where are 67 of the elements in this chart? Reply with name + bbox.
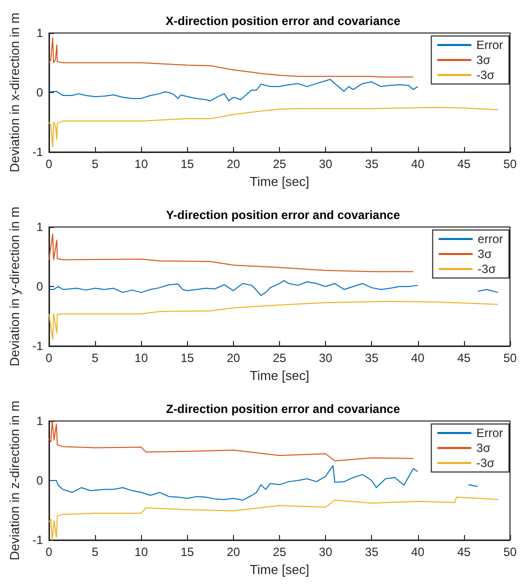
x-tick-label: 20	[226, 157, 240, 171]
y-axis-title: Deviation in x-direction in m	[7, 12, 22, 172]
x-tick-label: 5	[92, 545, 99, 559]
x-tick-label: 50	[503, 351, 517, 365]
y-tick-label: -1	[32, 339, 44, 353]
x-tick-label: 35	[365, 351, 379, 365]
x-tick-label: 40	[411, 157, 425, 171]
y-tick-label: 0	[36, 474, 44, 488]
x-tick-label: 35	[365, 157, 379, 171]
line-series	[48, 496, 499, 540]
x-tick-label: 0	[46, 545, 53, 559]
legend-label: Error	[476, 38, 504, 52]
line-series	[49, 78, 418, 102]
x-tick-label: 15	[180, 351, 194, 365]
x-tick-label: 45	[457, 545, 471, 559]
legend-label: 3σ	[476, 441, 492, 455]
y-tick-label: 1	[36, 26, 44, 40]
x-tick-label: 15	[180, 157, 194, 171]
line-series	[48, 234, 414, 272]
x-tick-label: 30	[318, 157, 333, 171]
x-tick-label: 0	[46, 351, 53, 365]
x-tick-label: 25	[272, 351, 286, 365]
x-tick-label: 30	[318, 351, 333, 365]
y-tick-label: -1	[32, 145, 44, 159]
line-series	[48, 106, 499, 148]
y-tick-label: 1	[36, 414, 44, 428]
y-axis-title: Deviation in y-direction in m	[7, 206, 22, 366]
x-axis-title: Time [sec]	[250, 174, 310, 189]
x-tick-label: 0	[46, 157, 53, 171]
x-tick-label: 5	[92, 351, 99, 365]
chart-title: X-direction position error and covariance	[166, 14, 401, 28]
x-axis-title: Time [sec]	[250, 368, 310, 383]
x-tick-label: 15	[180, 545, 194, 559]
y-tick-label: 1	[36, 220, 44, 234]
x-tick-label: 45	[457, 351, 471, 365]
legend-label: Error	[476, 426, 504, 440]
x-tick-label: 20	[226, 545, 240, 559]
line-series	[48, 420, 414, 462]
x-tick-label: 10	[134, 545, 148, 559]
legend-label: -3σ	[476, 456, 496, 470]
x-tick-label: 50	[503, 157, 517, 171]
legend-label: 3σ	[476, 53, 492, 67]
x-tick-label: 5	[92, 157, 99, 171]
chart-title: Z-direction position error and covariance	[166, 402, 400, 416]
y-axis-title: Deviation in z-direction in m	[7, 400, 22, 560]
x-tick-label: 45	[457, 157, 471, 171]
y-tick-label: 0	[36, 280, 44, 294]
x-tick-label: 20	[226, 351, 240, 365]
line-series	[48, 300, 499, 340]
x-tick-label: 50	[503, 545, 517, 559]
x-tick-label: 30	[318, 545, 333, 559]
x-axis-title: Time [sec]	[250, 562, 310, 577]
x-tick-label: 25	[272, 157, 286, 171]
legend-label: 3σ	[478, 247, 492, 261]
legend-label: -3σ	[476, 68, 496, 82]
x-tick-label: 40	[411, 351, 425, 365]
legend-label: -3σ	[478, 262, 496, 276]
x-tick-label: 35	[365, 545, 379, 559]
legend-label: error	[478, 232, 504, 246]
x-tick-label: 25	[272, 545, 286, 559]
y-tick-label: -1	[32, 533, 44, 547]
y-tick-label: 0	[36, 86, 44, 100]
x-tick-label: 10	[134, 351, 148, 365]
x-tick-label: 10	[134, 157, 148, 171]
chart-title: Y-direction position error and covariance	[166, 208, 400, 222]
line-series	[48, 37, 414, 78]
x-tick-label: 40	[411, 545, 425, 559]
